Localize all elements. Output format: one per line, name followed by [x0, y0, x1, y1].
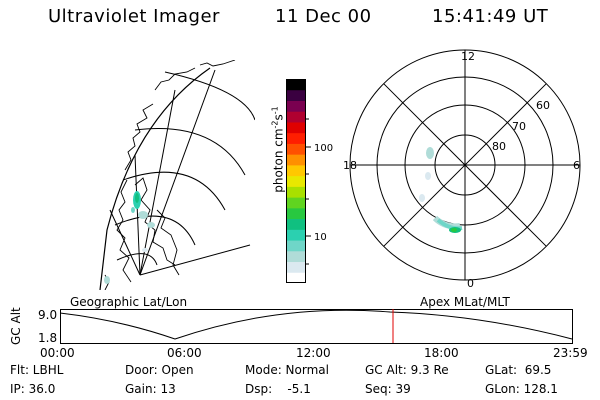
status-mode: Mode: Normal — [245, 363, 329, 377]
status-flt: Flt: LBHL — [10, 363, 64, 377]
mlat-label-80: 80 — [492, 140, 506, 153]
status-door: Door: Open — [125, 363, 194, 377]
colorbar-cell — [286, 154, 306, 166]
xtick-0600: 06:00 — [167, 346, 202, 360]
colorbar-cell — [286, 164, 306, 177]
xtick-0000: 00:00 — [40, 346, 75, 360]
xtick-2359: 23:59 — [553, 346, 588, 360]
colorbar-unit-label: photon cm-2s-1 — [270, 106, 286, 193]
status-gc-alt: GC Alt: 9.3 Re — [365, 363, 449, 377]
xtick-1800: 18:00 — [424, 346, 459, 360]
mlt-label-18: 18 — [343, 159, 357, 172]
date-label: 11 Dec 00 — [275, 6, 372, 27]
colorbar-cell — [286, 240, 306, 252]
colorbar-cell — [286, 79, 306, 91]
right-panel-caption: Apex MLat/MLT — [420, 295, 510, 309]
mlat-label-60: 60 — [536, 99, 550, 112]
colorbar-cell — [286, 186, 306, 198]
colorbar-cell — [286, 207, 306, 220]
colorbar-cell — [286, 143, 306, 155]
xtick-1200: 12:00 — [296, 346, 331, 360]
status-gain: Gain: 13 — [125, 382, 176, 396]
time-label: 15:41:49 UT — [432, 6, 549, 27]
aurora-oval — [419, 147, 463, 233]
colorbar-cell — [286, 111, 306, 123]
status-dsp: Dsp: -5.1 — [245, 382, 311, 396]
mlt-label-0: 0 — [467, 277, 474, 288]
colorbar-tick-10: 10 — [314, 232, 327, 243]
instrument-title: Ultraviolet Imager — [48, 6, 220, 27]
colorbar-cell — [286, 229, 306, 241]
colorbar-cell — [286, 100, 306, 112]
aurora-emission — [104, 191, 155, 284]
altitude-plot: 9.0 1.8 GC Alt 00:00 06:00 12:00 18:00 2… — [9, 307, 588, 360]
status-glat: GLat: 69.5 — [485, 363, 552, 377]
alt-ylabel: GC Alt — [9, 307, 23, 345]
mlt-label-6: 6 — [573, 159, 580, 172]
geographic-map — [99, 60, 255, 290]
colorbar-axis: 100 10 — [306, 118, 333, 265]
alt-ymax: 9.0 — [38, 308, 57, 322]
colorbar-cell — [286, 197, 306, 209]
mlat-label-70: 70 — [512, 120, 526, 133]
colorbar-cell — [286, 89, 306, 101]
colorbar-cell — [286, 261, 306, 273]
alt-ymin: 1.8 — [38, 331, 57, 345]
left-panel-caption: Geographic Lat/Lon — [70, 295, 188, 309]
colorbar-cell — [286, 272, 306, 283]
colorbar-tick-100: 100 — [314, 143, 333, 154]
colorbar-cell — [286, 132, 306, 144]
status-glon: GLon: 128.1 — [485, 382, 558, 396]
mlt-label-12: 12 — [461, 50, 475, 63]
status-ip: IP: 36.0 — [10, 382, 56, 396]
colorbar-cell — [286, 250, 306, 263]
status-seq: Seq: 39 — [365, 382, 411, 396]
colorbar-cell — [286, 218, 306, 230]
colorbar-cell — [286, 175, 306, 187]
colorbar — [286, 79, 306, 283]
colorbar-cell — [286, 121, 306, 134]
polar-plot: 12 18 6 0 60 70 80 — [343, 49, 581, 288]
